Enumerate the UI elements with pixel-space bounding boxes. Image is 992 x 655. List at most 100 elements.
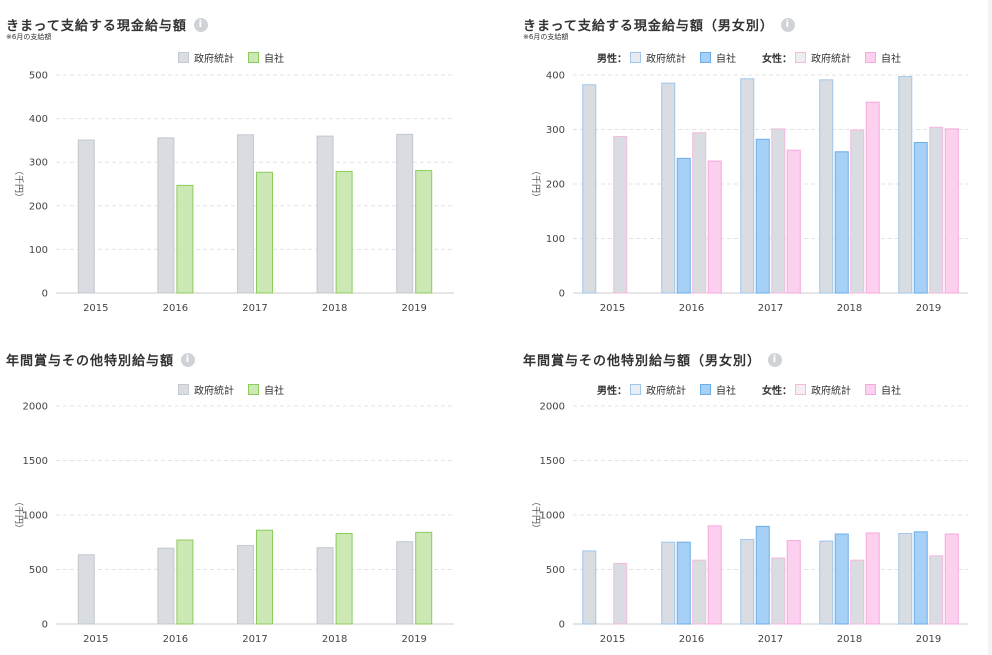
legend-item-gov[interactable]: 政府統計 — [178, 50, 234, 65]
info-icon[interactable]: i — [181, 352, 196, 367]
legend-label: 政府統計 — [811, 386, 851, 397]
legend-item-female-gov[interactable]: 政府統計 — [795, 382, 851, 397]
bar-male_own-2017 — [755, 138, 770, 294]
legend-swatch — [178, 52, 189, 63]
bar-own-2017 — [256, 529, 273, 625]
legend-swatch — [630, 384, 641, 395]
y-tick-label: 1000 — [23, 511, 48, 522]
bar-gov_f-2018 — [850, 559, 865, 625]
bar-gov_m-2018 — [819, 540, 834, 625]
bar-gov-2018 — [316, 547, 334, 625]
bar-gov-2017 — [237, 134, 254, 294]
legend-item-male-own[interactable]: 自社 — [700, 50, 736, 65]
legend-item-female-gov[interactable]: 政府統計 — [795, 50, 851, 65]
bar-gov-2015 — [77, 554, 95, 625]
legend-item-gov[interactable]: 政府統計 — [178, 382, 234, 397]
bar-female_own-2018 — [865, 101, 880, 294]
y-tick-label: 200 — [29, 201, 48, 212]
legend-swatch — [248, 52, 259, 63]
legend-label: 政府統計 — [646, 54, 686, 65]
legend-item-female-own[interactable]: 自社 — [865, 382, 901, 397]
legend-group-male: 男性： — [597, 54, 627, 65]
x-tick-label: 2018 — [322, 303, 347, 314]
bar-male_own-2016 — [676, 541, 691, 625]
bar-chart-bonus: 0 500 1000 1500 2000 （千円） 2015 2016 2017 2018 2019 — [13, 402, 454, 645]
x-tick-label: 2017 — [242, 634, 267, 645]
chart-title-text: 年間賞与その他特別給与額（男女別） — [523, 354, 762, 369]
y-tick-label: 1500 — [23, 456, 48, 467]
x-tick-label: 2019 — [401, 634, 426, 645]
chart-note: ※6月の支給額 — [6, 33, 52, 41]
legend-item-own[interactable]: 自社 — [248, 382, 284, 397]
legend-item-male-own[interactable]: 自社 — [700, 382, 736, 397]
legend-label: 自社 — [264, 386, 284, 397]
panel-bonus: 年間賞与その他特別給与額 i 政府統計 自社 0 500 1000 1500 2000 （… — [6, 350, 466, 650]
bar-gov_f-2016 — [692, 559, 707, 625]
y-tick-label: 0 — [42, 620, 48, 631]
bar-male_own-2016 — [676, 157, 691, 294]
bar-own-2016 — [176, 539, 194, 625]
legend-item-male-gov[interactable]: 政府統計 — [630, 382, 686, 397]
x-tick-label: 2018 — [837, 303, 862, 314]
legend-label: 自社 — [881, 386, 901, 397]
x-tick-label: 2015 — [600, 634, 625, 645]
bar-gov-2019 — [396, 541, 414, 625]
bar-gov_f-2015 — [613, 562, 628, 625]
bar-gov-2017 — [237, 544, 254, 625]
y-tick-label: 0 — [559, 620, 565, 631]
x-tick-label: 2019 — [916, 303, 941, 314]
panel-bonus-by-gender: 年間賞与その他特別給与額（男女別） i 男性： 政府統計 自社 女性： 政府統計… — [523, 350, 973, 650]
y-tick-label: 0 — [559, 289, 565, 300]
chart-title: きまって支給する現金給与額（男女別） i — [523, 15, 795, 34]
y-axis-label: （千円） — [530, 166, 541, 202]
chart-title: 年間賞与その他特別給与額 i — [6, 350, 196, 369]
bar-female_own-2016 — [707, 525, 722, 625]
legend-label: 政府統計 — [194, 386, 234, 397]
bar-own-2019 — [415, 170, 433, 294]
info-icon[interactable]: i — [193, 17, 208, 32]
legend-swatch — [795, 52, 806, 63]
bar-gov_m-2017 — [740, 78, 755, 294]
legend-swatch — [795, 384, 806, 395]
bar-male_own-2018 — [834, 151, 849, 294]
bar-gov_f-2017 — [771, 128, 786, 294]
x-tick-label: 2015 — [600, 303, 625, 314]
legend-item-own[interactable]: 自社 — [248, 50, 284, 65]
x-tick-label: 2016 — [679, 303, 704, 314]
bar-male_own-2017 — [755, 525, 770, 625]
x-tick-label: 2017 — [758, 303, 783, 314]
legend-swatch — [865, 384, 876, 395]
legend-item-female-own[interactable]: 自社 — [865, 50, 901, 65]
legend-group-female: 女性： — [762, 54, 792, 65]
bar-female_own-2017 — [786, 540, 801, 625]
scrollbar[interactable] — [988, 0, 992, 655]
bar-own-2018 — [335, 532, 353, 625]
bar-own-2016 — [176, 184, 194, 294]
y-axis-label: （千円） — [530, 497, 541, 533]
x-tick-label: 2017 — [758, 634, 783, 645]
bar-gov_m-2019 — [898, 532, 913, 625]
bar-gov_m-2015 — [582, 550, 597, 625]
info-icon[interactable]: i — [780, 17, 795, 32]
legend-label: 政府統計 — [646, 386, 686, 397]
y-axis-label: （千円） — [13, 166, 24, 202]
bar-female_own-2019 — [944, 533, 959, 625]
y-tick-label: 400 — [546, 71, 565, 82]
legend-item-male-gov[interactable]: 政府統計 — [630, 50, 686, 65]
info-icon[interactable]: i — [768, 352, 783, 367]
y-tick-label: 300 — [29, 158, 48, 169]
bar-gov_f-2019 — [929, 126, 944, 294]
y-tick-label: 500 — [29, 71, 48, 82]
bar-female_own-2018 — [865, 532, 880, 625]
bar-gov_f-2017 — [771, 557, 786, 625]
y-tick-label: 0 — [42, 289, 48, 300]
y-axis-label: （千円） — [13, 497, 24, 533]
bar-chart-bonus-by-gender: 0 500 1000 1500 2000 （千円） 2015 2016 2017 2018 2019 — [530, 402, 968, 645]
panel-regular-pay: きまって支給する現金給与額 i ※6月の支給額 政府統計 自社 0 100 200 3… — [6, 15, 466, 325]
bar-gov_f-2019 — [929, 555, 944, 625]
y-tick-label: 1500 — [540, 456, 565, 467]
x-tick-label: 2016 — [163, 634, 188, 645]
bar-own-2017 — [256, 171, 273, 294]
bar-male_own-2018 — [834, 533, 849, 625]
legend-label: 政府統計 — [194, 54, 234, 65]
